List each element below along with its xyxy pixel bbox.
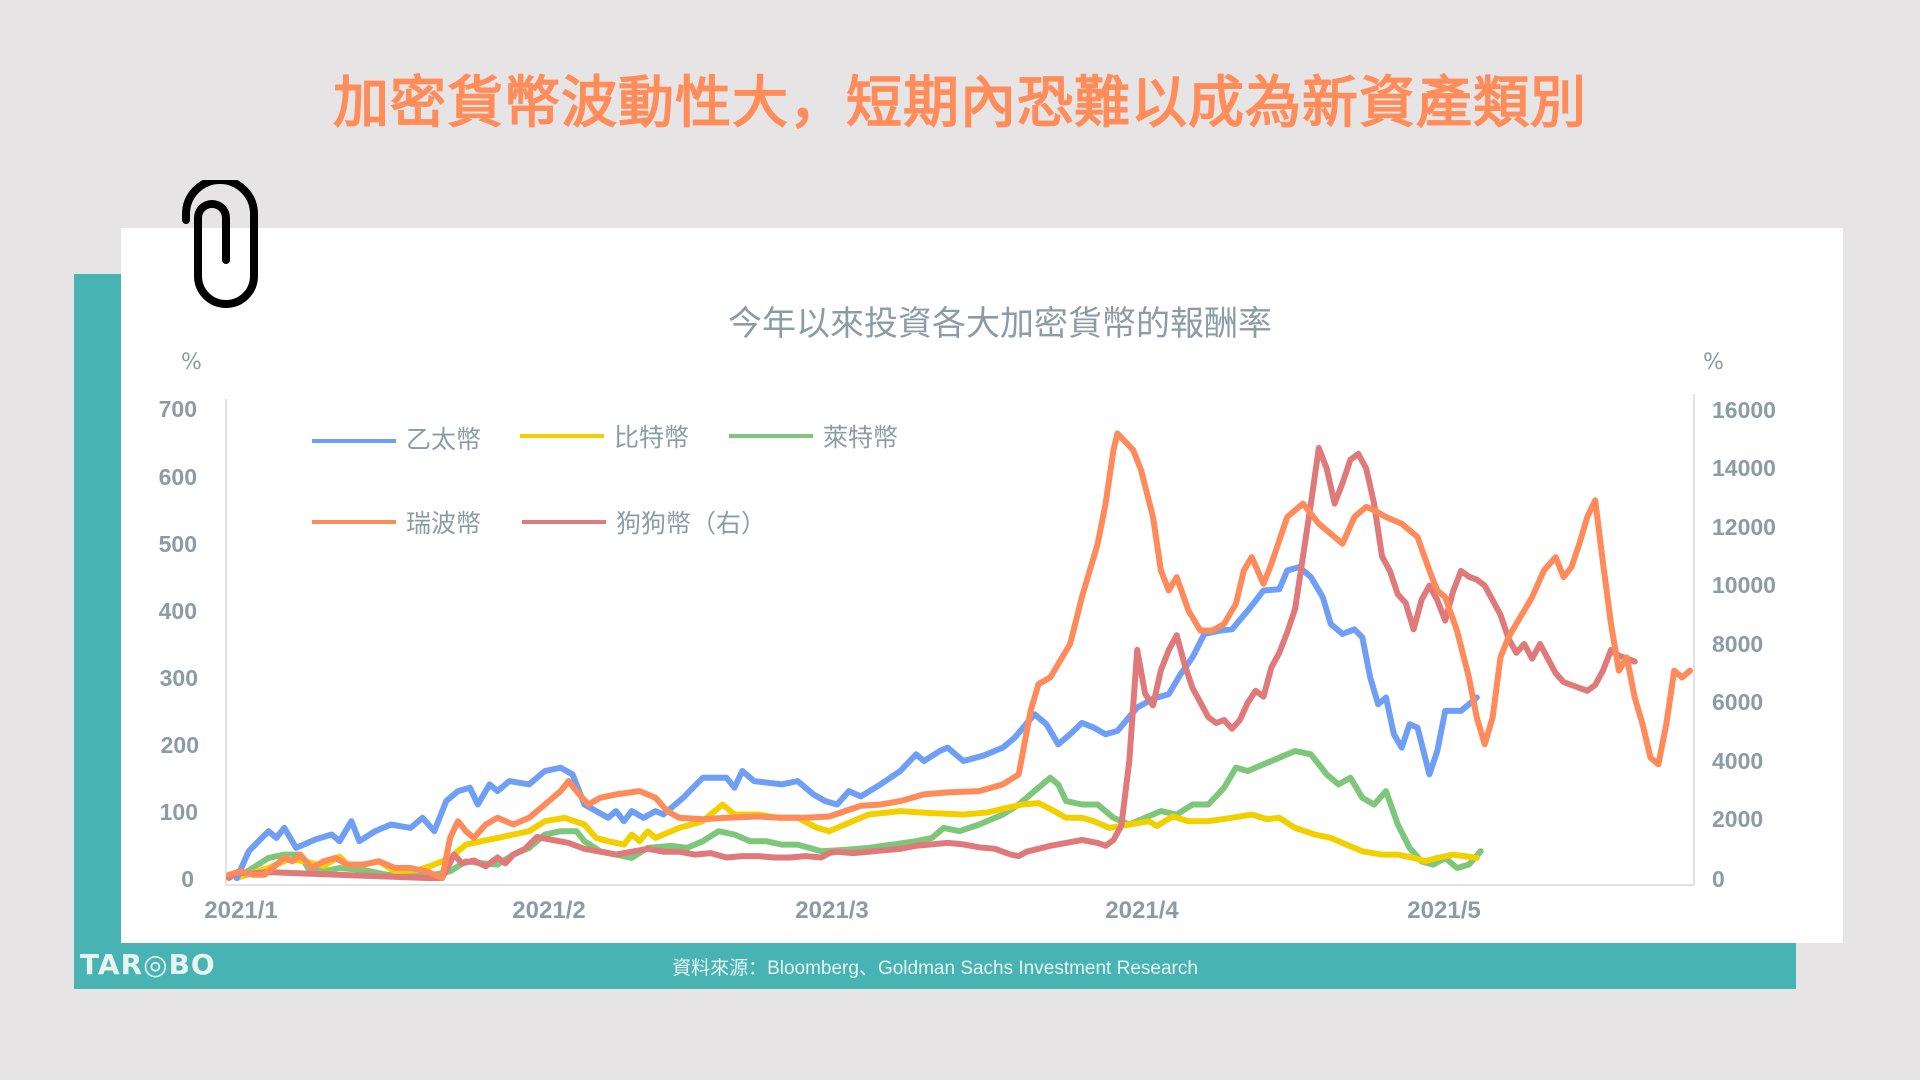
- legend-label-btc: 比特幣: [614, 423, 690, 452]
- legend-item-btc[interactable]: 比特幣: [520, 418, 689, 454]
- right-tick-14000: 14000: [1712, 455, 1776, 481]
- series-line-4: [226, 445, 1638, 881]
- right-tick-8000: 8000: [1712, 631, 1764, 657]
- left-tick-300: 300: [159, 665, 198, 691]
- right-tick-2000: 2000: [1712, 806, 1764, 832]
- right-tick-0: 0: [1712, 866, 1725, 892]
- series-line-0: [233, 564, 1480, 881]
- right-axis-unit: %: [1703, 350, 1724, 375]
- legend-swatch-xrp: [312, 520, 396, 524]
- x-tick-feb: 2021/2: [512, 897, 586, 924]
- right-tick-12000: 12000: [1712, 514, 1776, 540]
- right-tick-6000: 6000: [1712, 689, 1764, 715]
- page-headline: 加密貨幣波動性大，短期內恐難以成為新資產類別: [333, 71, 1587, 136]
- series-line-2: [233, 748, 1484, 881]
- legend-label-eth: 乙太幣: [406, 425, 482, 454]
- right-tick-16000: 16000: [1712, 397, 1776, 423]
- legend-label-doge: 狗狗幣（右）: [616, 509, 767, 538]
- series-layer: [226, 430, 1693, 881]
- left-axis-unit: %: [181, 350, 202, 375]
- left-tick-400: 400: [158, 598, 197, 624]
- legend-item-xrp[interactable]: 瑞波幣: [312, 504, 481, 540]
- legend-swatch-btc: [520, 434, 604, 438]
- legend-item-doge[interactable]: 狗狗幣（右）: [522, 504, 766, 540]
- legend-swatch-eth: [312, 439, 396, 443]
- legend-item-ltc[interactable]: 萊特幣: [729, 418, 898, 454]
- chart-title: 今年以來投資各大加密貨幣的報酬率: [728, 304, 1272, 344]
- data-source-note: 資料來源：Bloomberg、Goldman Sachs Investment …: [672, 958, 1198, 979]
- legend-label-ltc: 萊特幣: [823, 423, 899, 452]
- series-line-1: [233, 800, 1480, 881]
- left-tick-200: 200: [160, 732, 199, 758]
- x-tick-mar: 2021/3: [795, 897, 869, 924]
- x-tick-jan: 2021/1: [204, 897, 278, 924]
- paperclip-icon: [182, 180, 258, 308]
- series-line-3: [226, 430, 1693, 881]
- left-tick-100: 100: [159, 799, 198, 825]
- legend-item-eth[interactable]: 乙太幣: [312, 420, 481, 456]
- legend-swatch-doge: [522, 520, 606, 524]
- left-tick-700: 700: [158, 396, 197, 422]
- tarobo-logo: TAR◎BO: [80, 948, 216, 981]
- x-tick-may: 2021/5: [1407, 897, 1481, 924]
- legend-label-xrp: 瑞波幣: [406, 509, 482, 538]
- left-tick-500: 500: [158, 531, 197, 557]
- right-tick-10000: 10000: [1712, 572, 1776, 598]
- left-tick-600: 600: [158, 464, 197, 490]
- legend-swatch-ltc: [729, 434, 813, 438]
- x-tick-apr: 2021/4: [1105, 897, 1179, 924]
- left-tick-0: 0: [181, 866, 194, 892]
- right-tick-4000: 4000: [1712, 748, 1764, 774]
